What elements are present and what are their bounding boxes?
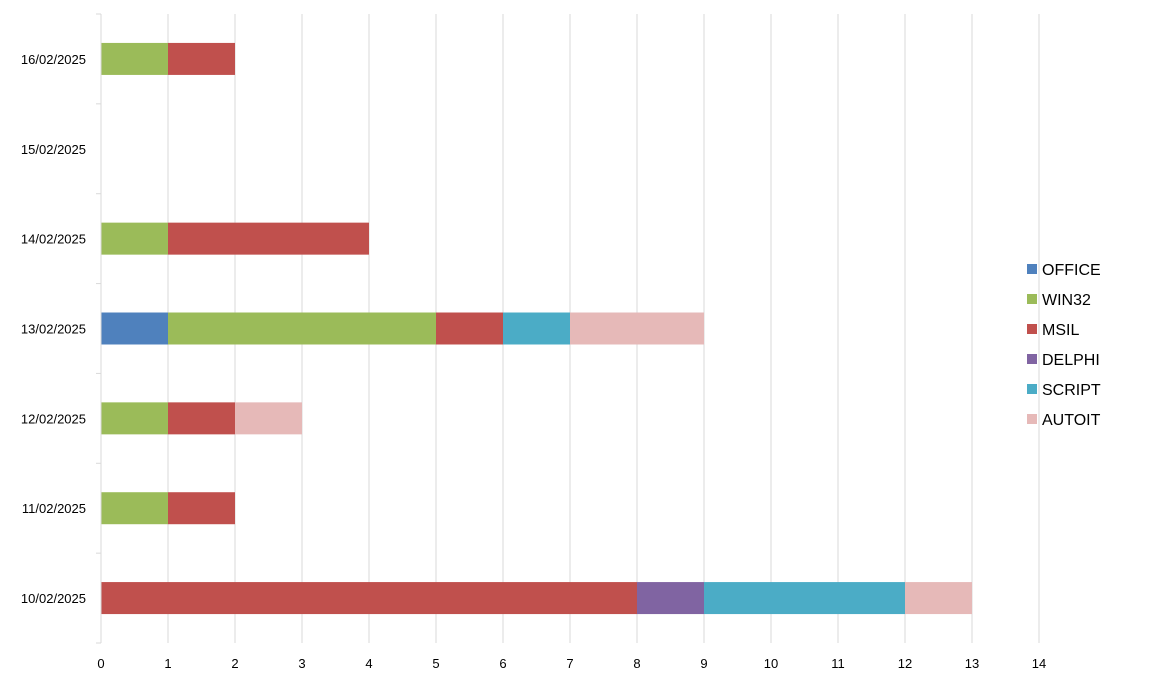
legend-label-script: SCRIPT [1042,382,1101,399]
bar-segment-msil [168,492,235,525]
bar-segment-win32 [101,402,168,435]
x-tick-label: 7 [566,656,573,671]
x-tick-label: 9 [700,656,707,671]
x-tick-label: 2 [231,656,238,671]
x-tick-label: 4 [365,656,372,671]
legend-swatch-msil [1027,324,1037,334]
x-tick-label: 5 [432,656,439,671]
bar-segment-msil [168,42,235,75]
axes: 10/02/2025 11/02/2025 12/02/2025 13/02/2025… [21,13,1046,671]
x-tick-label: 3 [298,656,305,671]
y-tick-label: 14/02/2025 [21,232,86,247]
x-tick-label: 12 [898,656,912,671]
bar-segment-msil [168,222,369,255]
x-tick-label: 13 [965,656,979,671]
x-tick-label: 10 [764,656,778,671]
bar-segment-office [101,312,168,345]
y-tick-label: 12/02/2025 [21,411,86,426]
x-tick-label: 11 [831,656,845,671]
bar-segment-script [503,312,570,345]
bar-segment-win32 [101,42,168,75]
legend-label-win32: WIN32 [1042,292,1091,309]
x-tick-label: 14 [1032,656,1046,671]
y-tick-label: 16/02/2025 [21,52,86,67]
bar-segment-msil [101,582,637,615]
legend: OFFICE WIN32 MSIL DELPHI SCRIPT AUTOIT [1027,262,1101,429]
x-tick-label: 6 [499,656,506,671]
bar-segment-msil [436,312,503,345]
bar-segment-autoit [235,402,302,435]
bar-segment-win32 [101,492,168,525]
bar-segment-script [704,582,905,615]
y-tick-label: 13/02/2025 [21,322,86,337]
bar-segment-msil [168,402,235,435]
legend-swatch-autoit [1027,414,1037,424]
legend-swatch-script [1027,384,1037,394]
bar-segment-autoit [905,582,972,615]
y-tick-label: 15/02/2025 [21,142,86,157]
x-tick-label: 0 [97,656,104,671]
bar-segment-autoit [570,312,704,345]
bar-segment-win32 [168,312,436,345]
legend-label-office: OFFICE [1042,262,1101,279]
legend-label-autoit: AUTOIT [1042,412,1101,429]
y-tick-label: 10/02/2025 [21,591,86,606]
legend-label-delphi: DELPHI [1042,352,1100,369]
bar-segment-win32 [101,222,168,255]
bar-segment-delphi [637,582,704,615]
x-tick-label: 1 [164,656,171,671]
legend-label-msil: MSIL [1042,322,1079,339]
y-tick-label: 11/02/2025 [22,501,86,516]
bars [101,42,972,615]
x-tick-label: 8 [633,656,640,671]
legend-swatch-delphi [1027,354,1037,364]
legend-swatch-win32 [1027,294,1037,304]
legend-swatch-office [1027,264,1037,274]
